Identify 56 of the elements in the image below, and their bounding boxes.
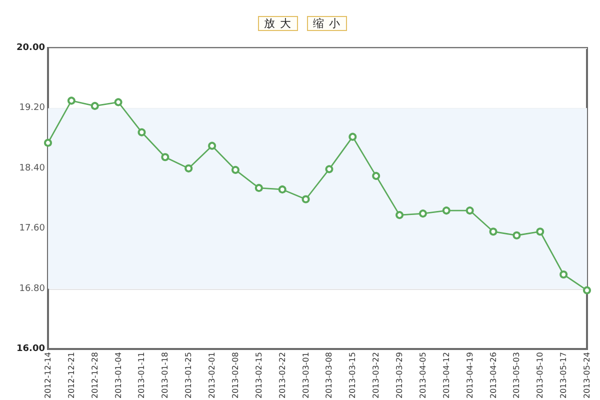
x-tick-label: 2013-03-29 — [395, 352, 404, 398]
point — [372, 172, 380, 180]
x-tick-label: 2013-02-15 — [254, 352, 264, 398]
button[interactable]: 缩小 — [306, 16, 346, 31]
point — [442, 206, 450, 215]
point — [184, 164, 193, 172]
x-tick-label: 2013-03-15 — [348, 352, 358, 398]
x-tick-label: 2013-04-26 — [488, 352, 498, 398]
x-tick-label: 2013-02-01 — [208, 352, 217, 398]
x-tick-label: 2012-12-28 — [90, 352, 100, 398]
x-tick-label: 2013-05-17 — [559, 352, 568, 398]
point — [278, 185, 286, 194]
point — [348, 132, 357, 141]
button[interactable]: 放大 — [258, 16, 298, 31]
point — [583, 286, 591, 294]
x-tick-label: 2012-12-14 — [44, 352, 52, 398]
point — [114, 98, 122, 106]
x-tick-label: 2012-12-21 — [66, 352, 76, 398]
x-tick-label: 2013-05-03 — [512, 352, 522, 398]
y-tick-label: 17.60 — [19, 224, 46, 234]
y-tick-label: 18.40 — [19, 163, 46, 174]
point — [208, 142, 216, 150]
point — [418, 210, 427, 218]
point — [396, 211, 404, 220]
y-tick-label: 16.00 — [16, 344, 45, 354]
point — [325, 165, 334, 174]
x-tick-label: 2013-01-04 — [114, 352, 123, 398]
x-tick-label: 2013-02-22 — [278, 352, 287, 398]
point — [161, 153, 170, 162]
x-tick-label: 2013-04-12 — [442, 352, 451, 398]
point — [44, 138, 52, 147]
point — [138, 128, 146, 136]
point — [302, 195, 310, 204]
point — [231, 166, 240, 174]
point — [489, 228, 498, 236]
x-tick-label: 2013-01-18 — [160, 352, 170, 398]
y-tick-label: 19.20 — [19, 103, 46, 114]
x-tick-label: 2013-04-19 — [465, 352, 474, 398]
point — [536, 228, 544, 236]
x-tick-label: 2013-01-25 — [184, 352, 194, 398]
x-tick-label: 2013-05-10 — [536, 352, 545, 398]
point — [67, 96, 76, 105]
point — [254, 184, 263, 192]
x-tick-label: 2013-05-24 — [582, 352, 592, 398]
y-tick-label: 20.00 — [16, 43, 45, 53]
x-tick-label: 2013-03-08 — [324, 352, 334, 398]
x-tick-label: 2013-02-08 — [230, 352, 240, 398]
point — [90, 102, 99, 110]
point — [560, 270, 568, 278]
y-tick-label: 16.80 — [19, 284, 46, 294]
x-tick-label: 2013-04-05 — [418, 352, 428, 398]
x-tick-label: 2013-03-01 — [301, 352, 310, 398]
point — [466, 206, 474, 215]
point — [512, 231, 521, 240]
x-tick-label: 2013-01-11 — [137, 352, 146, 398]
x-tick-label: 2013-03-22 — [372, 352, 381, 398]
